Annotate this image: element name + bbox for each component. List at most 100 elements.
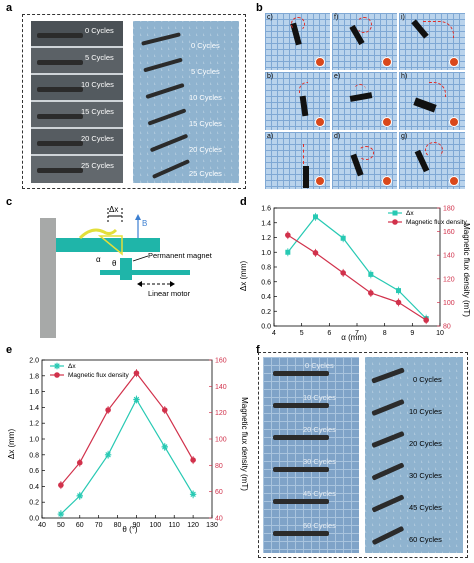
x-tick-label: 70 [95,522,103,529]
cycle-label: 30 Cycles [409,471,442,480]
chart-e: 40 50 60 70 80 90 100 110 120 130 0.0 0.2 0.4 0.6 0.8 1… [7,358,249,535]
magnet-holder [120,258,132,280]
y2-tick-label: 60 [215,489,223,496]
film-strip [273,403,329,408]
film-strip [149,133,189,153]
y2-tick-label: 40 [215,516,223,523]
b-label: B [142,219,147,228]
cycle-label: 0 Cycles [85,26,114,35]
panel-f-left-photo: 0 Cycles 10 Cycles 20 Cycles 30 Cycles 4… [263,357,359,553]
film-strip [147,108,187,126]
x-tick-label: 8 [383,330,387,337]
film-strip [37,141,83,146]
data-point [285,232,291,238]
y-tick-label: 1.4 [261,220,271,227]
data-point [340,270,346,276]
x-tick-label: 110 [169,522,180,529]
cycle-label: 20 Cycles [303,425,336,434]
grid-cell-c: c) [264,12,331,71]
data-point [189,491,197,498]
magnet-coin [449,57,459,67]
trajectory-arc [299,82,308,93]
film-strip [371,462,405,481]
chart-e-legend-2: Magnetic flux density [68,372,129,379]
chart-e-ylabel: Δx (mm) [7,429,16,460]
cell-label: d) [334,133,341,140]
y2-tick-label: 120 [215,410,227,417]
data-point [312,250,319,256]
film-strip [37,60,83,65]
film-strip [141,32,181,46]
y-tick-label: 0.4 [29,484,39,491]
cycle-label: 10 Cycles [81,80,114,89]
magnet-coin [382,117,392,127]
cell-label: f) [334,14,339,21]
y-tick-label: 1.6 [29,389,39,396]
grid-cell-f: f) [331,12,398,71]
chart-e-xlabel: θ (°) [122,525,138,534]
panel-a-frame: 0 Cycles 5 Cycles 10 Cycles 15 Cycles 20… [22,14,246,189]
legend-marker [392,210,398,216]
panel-f-right-photo: 0 Cycles 10 Cycles 20 Cycles 30 Cycles 4… [365,357,463,553]
y-tick-label: 1.4 [29,405,39,412]
cycle-label: 10 Cycles [303,393,336,402]
cycle-label: 0 Cycles [305,361,334,370]
y-tick-label: 1.0 [261,250,271,257]
motor-label: Linear motor [148,289,191,298]
film-strip [303,166,309,188]
x-tick-label: 7 [355,330,359,337]
trajectory-arc [303,144,306,164]
magnet-label: Permanent magnet [148,251,213,260]
cycle-label: 0 Cycles [413,375,442,384]
legend-marker [392,219,398,225]
field-arrowhead [135,214,141,220]
y2-tick-label: 140 [443,253,455,260]
y-tick-label: 0.2 [29,500,39,507]
data-point [76,492,83,500]
cell-label: a) [267,133,274,140]
data-point [190,457,196,463]
trajectory-arc [423,21,454,38]
film-strip [273,467,329,472]
grid-cell-h: h) [398,71,466,131]
motor-arrowhead-left [137,281,142,287]
trajectory-arc [354,84,366,93]
grid-cell-g: g) [398,131,466,190]
data-point [76,459,83,466]
cycle-label: 45 Cycles [303,489,336,498]
cycle-label: 5 Cycles [85,53,114,62]
film-strip [273,435,329,440]
film-strip [37,33,83,38]
chart-d: 4 5 6 7 8 9 10 0.0 0.2 0.4 0.6 0.8 1.0 1.2 1.4 1.6 80 100… [239,206,470,343]
cycle-label: 25 Cycles [81,161,114,170]
fixed-base [40,218,56,338]
grid-cell-d: d) [331,131,398,190]
cycle-label: 60 Cycles [303,521,336,530]
panel-f-frame: 0 Cycles 10 Cycles 20 Cycles 30 Cycles 4… [258,352,468,558]
y-tick-label: 1.6 [261,206,271,213]
panel-c-schematic: Δx B α θ Permanent magnet Linear motor [40,205,213,338]
y-tick-label: 0.8 [261,265,271,272]
y-tick-label: 1.2 [29,421,39,428]
film-strip [299,95,309,117]
magnet-coin [315,117,325,127]
data-point [58,482,64,488]
film-strip [371,398,405,417]
cycle-label: 15 Cycles [189,119,222,128]
film-sample [78,228,118,240]
film-strip [151,159,191,179]
film-strip [37,87,83,92]
chart-d-legend-2: Magnetic flux density [406,219,467,226]
cycle-label: 10 Cycles [409,407,442,416]
data-point [104,451,112,458]
data-point [57,510,65,518]
film-strip [371,430,405,449]
cycle-label: 20 Cycles [189,145,222,154]
y-tick-label: 2.0 [29,358,39,365]
linear-motor-rail [100,270,190,275]
trajectory-arc [356,17,372,33]
cycle-label: 20 Cycles [409,439,442,448]
series-line-2 [287,234,427,321]
magnet-leader [132,255,149,262]
y-tick-label: 0.8 [29,452,39,459]
